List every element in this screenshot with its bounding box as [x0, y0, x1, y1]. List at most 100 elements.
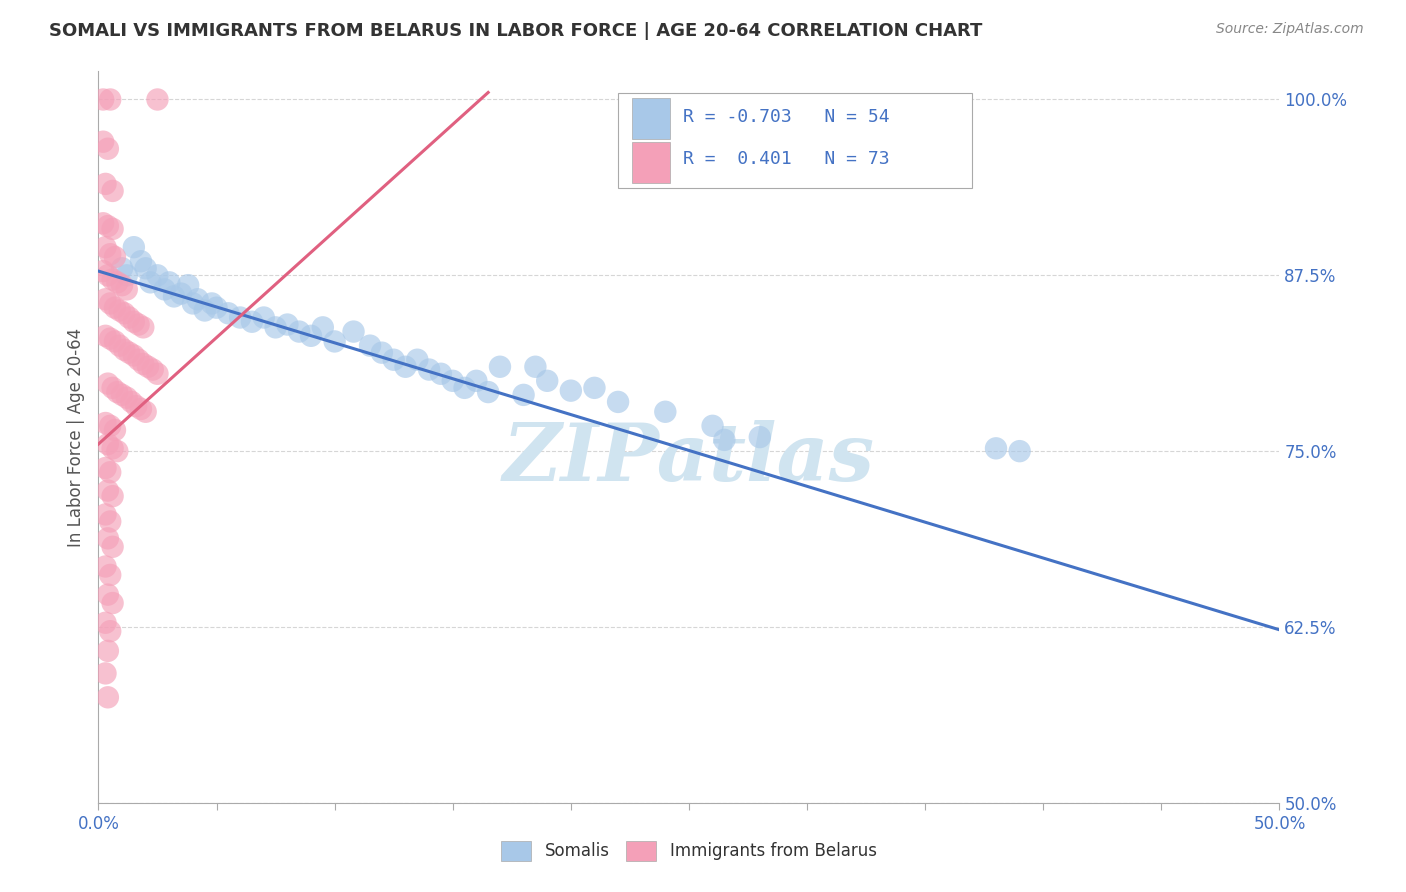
Point: [146, 93, 169, 107]
Point: [323, 334, 346, 349]
Point: [177, 278, 200, 293]
Point: [91, 93, 114, 107]
Point: [342, 325, 364, 339]
Point: [430, 367, 453, 381]
Point: [97, 690, 120, 705]
Point: [132, 357, 155, 371]
Point: [146, 367, 169, 381]
Point: [97, 588, 120, 602]
Point: [146, 268, 169, 283]
Point: [201, 296, 224, 310]
Point: [115, 391, 138, 405]
Point: [98, 247, 121, 261]
Point: [94, 508, 117, 522]
Point: [118, 310, 141, 325]
Point: [276, 318, 298, 332]
Point: [94, 461, 117, 475]
Point: [536, 374, 558, 388]
Point: [97, 268, 120, 283]
Point: [288, 325, 311, 339]
Point: [181, 296, 204, 310]
Point: [702, 418, 724, 433]
Point: [157, 276, 180, 290]
Point: [129, 401, 152, 416]
Point: [101, 442, 124, 456]
Point: [97, 142, 120, 156]
Point: [98, 624, 121, 639]
Point: [253, 310, 276, 325]
Point: [91, 216, 114, 230]
Point: [607, 395, 630, 409]
FancyBboxPatch shape: [619, 94, 973, 188]
Point: [560, 384, 582, 398]
Point: [453, 381, 475, 395]
Point: [94, 177, 117, 191]
Point: [1339, 732, 1361, 747]
Point: [104, 423, 127, 437]
Point: [654, 405, 676, 419]
Point: [111, 261, 134, 276]
Point: [748, 430, 770, 444]
Point: [101, 222, 124, 236]
Point: [121, 395, 143, 409]
Point: [108, 339, 131, 353]
Point: [97, 437, 120, 451]
Point: [163, 289, 186, 303]
Point: [125, 399, 148, 413]
Point: [101, 272, 124, 286]
Point: [98, 515, 121, 529]
Text: R = -0.703   N = 54: R = -0.703 N = 54: [683, 108, 890, 126]
Point: [94, 666, 117, 681]
Point: [98, 332, 121, 346]
Point: [97, 483, 120, 498]
Point: [371, 345, 394, 359]
Point: [128, 318, 150, 332]
Point: [187, 292, 209, 306]
Point: [418, 362, 440, 376]
Point: [136, 359, 159, 374]
Point: [441, 374, 464, 388]
Point: [101, 489, 124, 503]
Text: ZIPatlas: ZIPatlas: [503, 420, 875, 498]
Point: [264, 320, 287, 334]
Point: [194, 303, 217, 318]
Point: [111, 278, 134, 293]
Point: [122, 349, 145, 363]
Point: [299, 328, 322, 343]
Point: [135, 261, 157, 276]
Point: [115, 282, 138, 296]
Point: [122, 315, 145, 329]
Point: [139, 276, 162, 290]
Point: [477, 385, 499, 400]
Point: [153, 282, 176, 296]
Point: [112, 343, 135, 357]
Text: Source: ZipAtlas.com: Source: ZipAtlas.com: [1216, 22, 1364, 37]
Point: [465, 374, 488, 388]
Point: [91, 135, 114, 149]
Point: [97, 376, 120, 391]
Point: [112, 306, 135, 320]
Point: [115, 268, 138, 283]
Point: [240, 315, 263, 329]
Point: [118, 345, 141, 359]
Point: [101, 596, 124, 610]
Point: [382, 352, 405, 367]
Point: [101, 184, 124, 198]
Point: [170, 286, 193, 301]
Point: [108, 303, 131, 318]
Point: [94, 615, 117, 630]
Point: [984, 442, 1007, 456]
Point: [229, 310, 252, 325]
Point: [94, 416, 117, 430]
Text: R =  0.401   N = 73: R = 0.401 N = 73: [683, 151, 890, 169]
Point: [97, 644, 120, 658]
Point: [97, 219, 120, 233]
Point: [101, 381, 124, 395]
FancyBboxPatch shape: [633, 98, 671, 138]
Point: [105, 276, 128, 290]
Point: [394, 359, 416, 374]
Point: [97, 532, 120, 546]
Point: [128, 352, 150, 367]
FancyBboxPatch shape: [633, 143, 671, 183]
Point: [217, 306, 239, 320]
